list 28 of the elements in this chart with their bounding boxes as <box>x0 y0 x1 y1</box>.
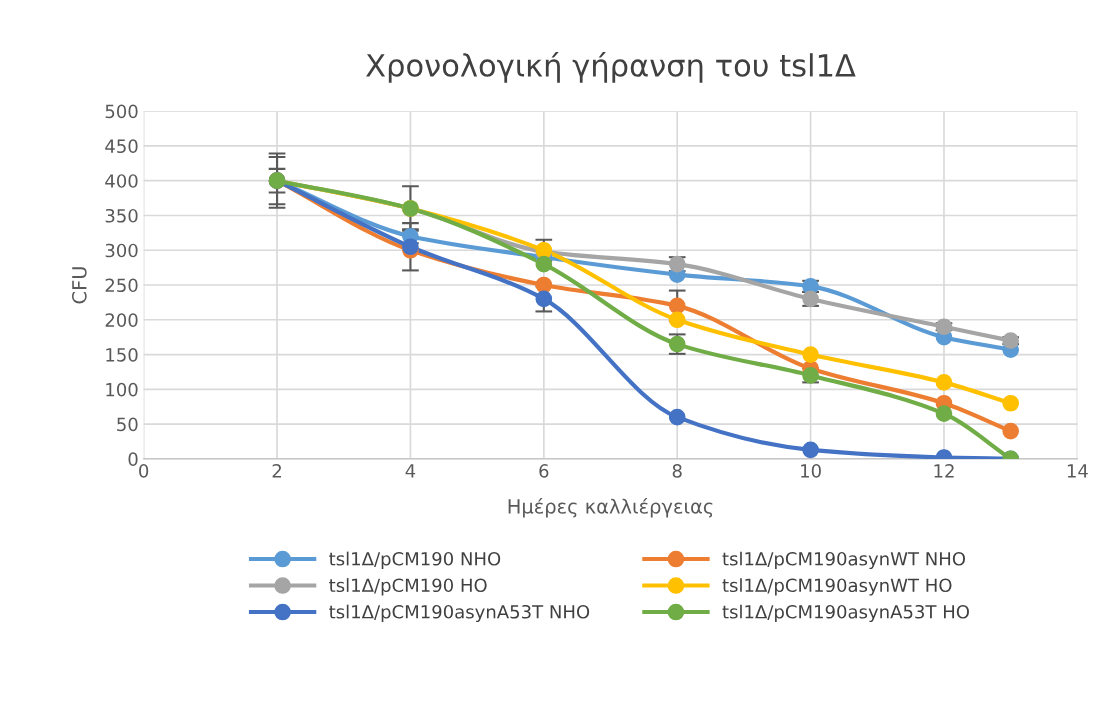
x-tick-label: 12 <box>934 464 954 478</box>
y-tick-label: 50 <box>117 417 138 432</box>
legend-label: tsl1Δ/pCM190asynWT HO <box>722 578 952 596</box>
y-tick-label: 300 <box>105 243 138 258</box>
y-tick-label: 450 <box>105 139 138 154</box>
x-tick-label: 4 <box>405 464 416 478</box>
y-tick-label: 250 <box>105 278 138 293</box>
y-tick-label: 400 <box>105 174 138 188</box>
legend-label: tsl1Δ/pCM190asynA53T NHO <box>329 604 590 623</box>
x-tick-label: 10 <box>801 464 821 478</box>
y-tick-label: 0 <box>128 452 138 466</box>
chart-title: Χρονολογική γήρανση του tsl1Δ <box>366 51 856 83</box>
y-tick-label: 500 <box>105 104 138 119</box>
legend-label: tsl1Δ/pCM190asynWT NHO <box>722 551 966 570</box>
legend-label: tsl1Δ/pCM190 HO <box>329 578 487 596</box>
y-tick-label: 200 <box>105 313 138 327</box>
y-axis-title: CFU <box>71 267 87 304</box>
x-tick-label: 8 <box>672 464 682 478</box>
x-tick-label: 14 <box>1067 464 1088 478</box>
y-tick-label: 350 <box>105 208 138 223</box>
x-tick-label: 6 <box>539 464 549 478</box>
legend-label: tsl1Δ/pCM190 NHO <box>329 551 501 570</box>
legend-label: tsl1Δ/pCM190asynA53T HO <box>722 604 969 623</box>
y-tick-label: 150 <box>106 348 138 362</box>
x-tick-label: 2 <box>272 464 281 478</box>
y-tick-label: 100 <box>106 382 138 397</box>
x-tick-label: 0 <box>139 464 149 478</box>
x-axis-title: Ημέρες καλλιέργειας <box>508 497 713 518</box>
